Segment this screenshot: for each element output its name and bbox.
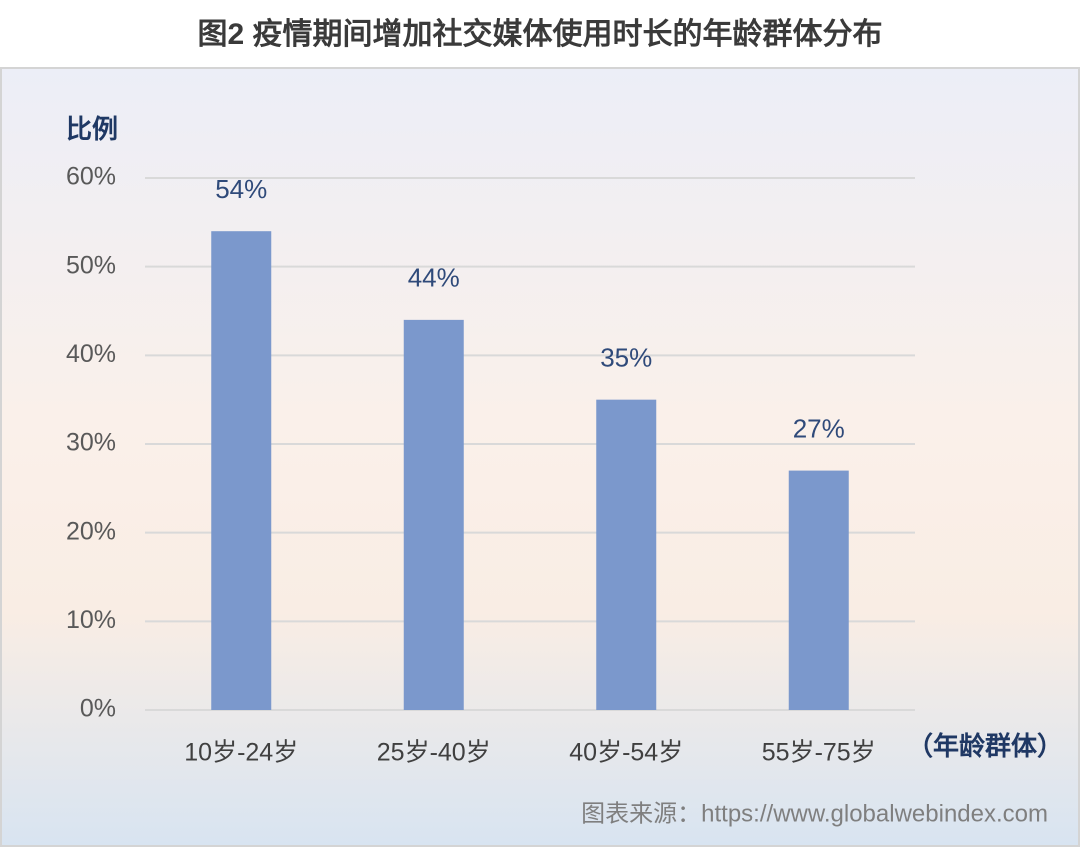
x-tick-label: 40岁-54岁 <box>569 739 683 767</box>
y-tick-label: 60% <box>66 163 116 191</box>
chart-title: 图2 疫情期间增加社交媒体使用时长的年龄群体分布 <box>197 17 882 51</box>
value-label: 35% <box>600 343 652 373</box>
bar <box>596 399 657 710</box>
bar <box>403 319 464 710</box>
y-tick-label: 0% <box>80 695 116 723</box>
y-tick-label: 40% <box>66 340 116 368</box>
y-tick-label: 30% <box>66 429 116 457</box>
value-label: 27% <box>793 413 845 443</box>
y-axis-label: 比例 <box>66 114 118 144</box>
y-tick-label: 10% <box>66 606 116 634</box>
panel <box>0 67 1080 847</box>
value-label: 44% <box>408 263 460 293</box>
x-axis-label: （年龄群体） <box>907 731 1063 761</box>
x-tick-label: 55岁-75岁 <box>762 739 876 767</box>
value-label: 54% <box>215 174 267 204</box>
bar <box>211 231 272 710</box>
source: 图表来源：https://www.globalwebindex.com <box>581 800 1048 827</box>
y-tick-label: 50% <box>66 251 116 279</box>
bar <box>788 470 849 710</box>
y-tick-label: 20% <box>66 517 116 545</box>
x-tick-label: 25岁-40岁 <box>377 739 491 767</box>
x-tick-label: 10岁-24岁 <box>184 739 298 767</box>
